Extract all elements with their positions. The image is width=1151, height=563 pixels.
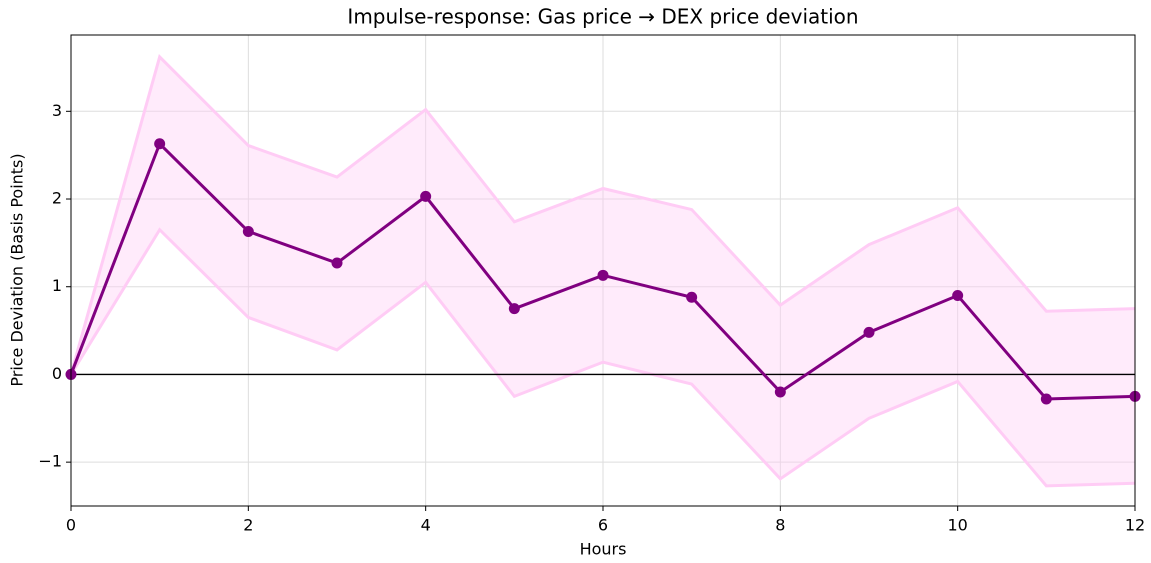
point: [420, 190, 432, 202]
y-axis-label: Price Deviation (Basis Points): [8, 153, 27, 386]
point: [1040, 393, 1052, 405]
x-tick-label: 12: [1125, 516, 1145, 535]
x-tick-label: 8: [775, 516, 785, 535]
x-tick-label: 4: [421, 516, 431, 535]
point: [597, 269, 609, 281]
y-tick-label: −1: [38, 452, 62, 471]
y-tick-label: 3: [52, 101, 62, 120]
point: [774, 386, 786, 398]
y-tick-label: 1: [52, 276, 62, 295]
point: [242, 225, 254, 237]
upper-bound: [69, 54, 1136, 375]
y-tick-label: 0: [52, 364, 62, 383]
y-tick-label: 2: [52, 189, 62, 208]
chart-title: Impulse-response: Gas price → DEX price …: [347, 5, 858, 29]
x-tick-label: 10: [947, 516, 967, 535]
point: [952, 289, 964, 301]
x-tick-label: 6: [598, 516, 608, 535]
point: [508, 303, 520, 315]
lower-bound: [69, 227, 1136, 488]
point: [154, 138, 166, 150]
plot-frame: [70, 34, 1136, 507]
x-tick-label: 0: [66, 516, 76, 535]
x-tick-label: 2: [243, 516, 253, 535]
point: [331, 257, 343, 269]
point: [686, 291, 698, 303]
point: [863, 326, 875, 338]
x-axis-label: Hours: [580, 540, 627, 559]
